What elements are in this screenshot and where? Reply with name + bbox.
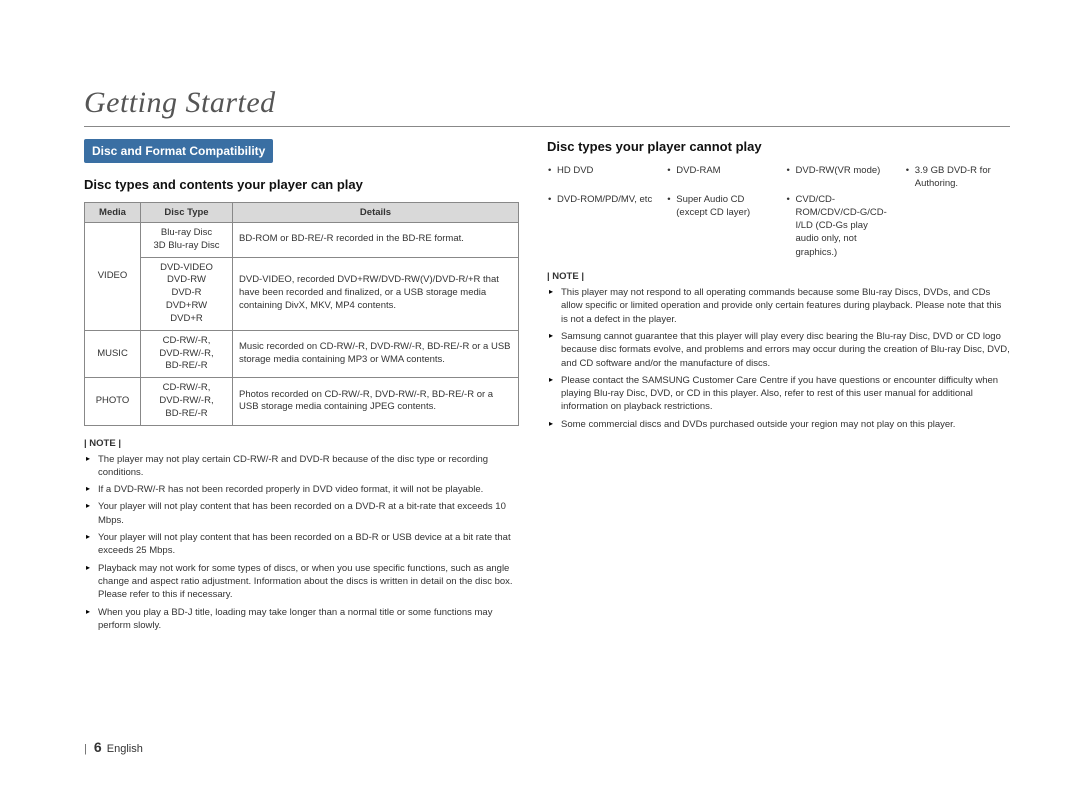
cannot-item: DVD-RW(VR mode) [786, 164, 891, 191]
cell-media: VIDEO [85, 223, 141, 331]
page-number: 6 [94, 739, 102, 755]
note-item: Your player will not play content that h… [84, 531, 519, 558]
right-notes-list: This player may not respond to all opera… [547, 286, 1010, 431]
note-label: | NOTE | [84, 438, 519, 449]
can-play-heading: Disc types and contents your player can … [84, 177, 519, 192]
cannot-item: DVD-ROM/PD/MV, etc [547, 193, 652, 259]
cell-disctype: CD-RW/-R,DVD-RW/-R,BD-RE/-R [141, 330, 233, 377]
note-label: | NOTE | [547, 271, 1010, 282]
th-disc-type: Disc Type [141, 203, 233, 223]
cannot-item: DVD-RAM [666, 164, 771, 191]
footer-bar-icon: | [84, 743, 87, 755]
page-language: English [107, 743, 143, 755]
left-notes-list: The player may not play certain CD-RW/-R… [84, 453, 519, 633]
cell-details: BD-ROM or BD-RE/-R recorded in the BD-RE… [233, 223, 519, 258]
cannot-item-empty [905, 193, 1010, 259]
th-media: Media [85, 203, 141, 223]
th-details: Details [233, 203, 519, 223]
cannot-play-grid: HD DVD DVD-RAM DVD-RW(VR mode) 3.9 GB DV… [547, 164, 1010, 259]
note-item: Samsung cannot guarantee that this playe… [547, 330, 1010, 370]
cannot-item: 3.9 GB DVD-R for Authoring. [905, 164, 1010, 191]
cannot-item: HD DVD [547, 164, 652, 191]
section-bar: Disc and Format Compatibility [84, 139, 273, 163]
cell-disctype: DVD-VIDEODVD-RWDVD-RDVD+RWDVD+R [141, 257, 233, 330]
cell-media: PHOTO [85, 378, 141, 425]
note-item: The player may not play certain CD-RW/-R… [84, 453, 519, 480]
cell-media: MUSIC [85, 330, 141, 377]
note-item: This player may not respond to all opera… [547, 286, 1010, 326]
cell-disctype: CD-RW/-R,DVD-RW/-R,BD-RE/-R [141, 378, 233, 425]
compat-table: Media Disc Type Details VIDEO Blu-ray Di… [84, 202, 519, 426]
cannot-item: Super Audio CD (except CD layer) [666, 193, 771, 259]
cannot-play-heading: Disc types your player cannot play [547, 139, 1010, 154]
note-item: Please contact the SAMSUNG Customer Care… [547, 374, 1010, 414]
cell-details: DVD-VIDEO, recorded DVD+RW/DVD-RW(V)/DVD… [233, 257, 519, 330]
note-item: Playback may not work for some types of … [84, 562, 519, 602]
note-item: If a DVD-RW/-R has not been recorded pro… [84, 483, 519, 496]
page-footer: | 6 English [84, 739, 143, 755]
note-item: Your player will not play content that h… [84, 500, 519, 527]
cannot-item: CVD/CD-ROM/CDV/CD-G/CD-I/LD (CD-Gs play … [786, 193, 891, 259]
cell-details: Photos recorded on CD-RW/-R, DVD-RW/-R, … [233, 378, 519, 425]
cell-details: Music recorded on CD-RW/-R, DVD-RW/-R, B… [233, 330, 519, 377]
note-item: When you play a BD-J title, loading may … [84, 606, 519, 633]
page-title: Getting Started [84, 86, 1010, 127]
cell-disctype: Blu-ray Disc3D Blu-ray Disc [141, 223, 233, 258]
note-item: Some commercial discs and DVDs purchased… [547, 418, 1010, 431]
